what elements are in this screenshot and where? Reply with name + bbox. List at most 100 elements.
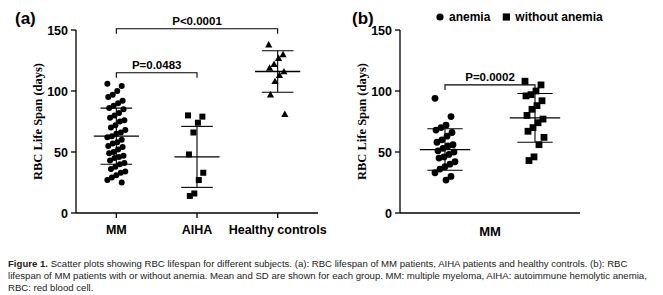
y-tick — [71, 29, 76, 30]
legend-marker — [503, 13, 510, 20]
y-tick-label: 0 — [385, 207, 392, 221]
data-point — [433, 127, 440, 134]
y-tick-label: 150 — [371, 24, 392, 38]
y-tick — [395, 151, 400, 152]
y-tick-label: 50 — [378, 146, 392, 160]
y-tick-label: 50 — [54, 146, 68, 160]
data-point — [106, 150, 112, 156]
sd-cap — [517, 142, 552, 143]
legend-label: anemia — [449, 10, 491, 24]
sd-cap — [427, 128, 462, 129]
data-point — [525, 128, 532, 135]
data-point — [195, 120, 201, 126]
axis-title: RBC Life Span (days) — [355, 63, 369, 180]
data-point — [199, 114, 205, 120]
x-tick — [196, 213, 197, 218]
data-point — [526, 157, 533, 164]
data-point — [276, 72, 283, 78]
data-point — [200, 170, 206, 176]
data-point — [119, 83, 125, 89]
y-tick-label: 100 — [371, 85, 392, 99]
data-point — [281, 111, 288, 117]
y-tick — [395, 29, 400, 30]
annotation: P<0.0001 — [172, 15, 222, 27]
legend: anemia without anemia — [436, 10, 603, 24]
data-point — [275, 54, 282, 60]
axis-title: RBC Life Span (days) — [31, 63, 45, 180]
figure: (a) RBC Life Span (days) 0 50 100 150 MM AIHA He… — [0, 0, 663, 255]
data-point — [265, 41, 272, 47]
data-point — [105, 143, 111, 149]
sd-cap — [262, 92, 294, 93]
sd-cap — [517, 93, 552, 94]
sd-bar — [116, 108, 117, 164]
data-point — [432, 95, 439, 102]
data-point — [108, 125, 114, 131]
sd-cap — [101, 164, 133, 165]
sd-bar — [534, 93, 535, 142]
data-point — [436, 155, 443, 162]
significance-bracket — [116, 29, 277, 34]
x-tick-label: AIHA — [182, 223, 213, 237]
data-point — [529, 106, 536, 113]
data-point — [538, 82, 545, 89]
data-point — [105, 94, 111, 100]
plot-area — [420, 78, 560, 184]
data-point — [434, 139, 441, 146]
data-point — [119, 180, 125, 186]
data-point — [279, 51, 286, 57]
panel: (b)RBC Life Span (days)050100150MMP=0.00… — [352, 9, 603, 239]
sd-cap — [181, 126, 213, 127]
sd-bar — [277, 51, 278, 92]
y-tick — [395, 90, 400, 91]
legend-marker — [436, 13, 443, 20]
y-tick-label: 100 — [47, 85, 68, 99]
data-point — [541, 134, 548, 141]
data-point — [104, 134, 110, 140]
data-point — [107, 115, 113, 121]
data-point — [107, 158, 113, 164]
axis-title: MM — [479, 224, 501, 239]
data-point — [190, 129, 196, 135]
sd-cap — [262, 50, 294, 51]
sd-cap — [181, 187, 213, 188]
sd-bar — [196, 126, 197, 187]
data-point — [187, 193, 193, 199]
y-tick — [71, 151, 76, 152]
y-axis — [75, 30, 76, 213]
data-point — [435, 147, 442, 154]
y-tick — [71, 90, 76, 91]
y-tick — [395, 212, 400, 213]
data-point — [104, 81, 110, 87]
y-axis — [399, 30, 400, 213]
y-tick — [71, 212, 76, 213]
data-point — [522, 78, 529, 85]
panel: (a) RBC Life Span (days) 0 50 100 150 MM AIHA He… — [15, 9, 327, 237]
data-point — [104, 177, 110, 183]
data-point — [270, 61, 277, 67]
caption-title: Figure 1. — [8, 258, 48, 269]
x-tick — [277, 213, 278, 218]
y-tick-label: 0 — [61, 207, 68, 221]
panel-label: (a) — [15, 9, 36, 28]
annotation: P=0.0483 — [132, 59, 182, 71]
annotation: P=0.0002 — [465, 71, 515, 83]
sd-bar — [444, 129, 445, 170]
x-axis — [400, 212, 580, 213]
significance-bracket — [445, 85, 535, 90]
data-point — [108, 166, 114, 172]
data-point — [266, 64, 273, 70]
y-tick-label: 150 — [47, 24, 68, 38]
caption-text: Scatter plots showing RBC lifespan for d… — [8, 258, 647, 293]
data-point — [448, 113, 455, 120]
x-tick — [116, 213, 117, 218]
sd-cap — [427, 170, 462, 171]
caption: Figure 1. Scatter plots showing RBC life… — [8, 258, 658, 294]
significance-bracket — [116, 73, 197, 78]
x-tick-label: MM — [106, 223, 127, 237]
sd-cap — [101, 108, 133, 109]
legend-label: without anemia — [514, 10, 603, 24]
x-tick-label: Healthy controls — [229, 223, 327, 237]
plot-area — [94, 41, 301, 199]
data-point — [443, 177, 450, 184]
